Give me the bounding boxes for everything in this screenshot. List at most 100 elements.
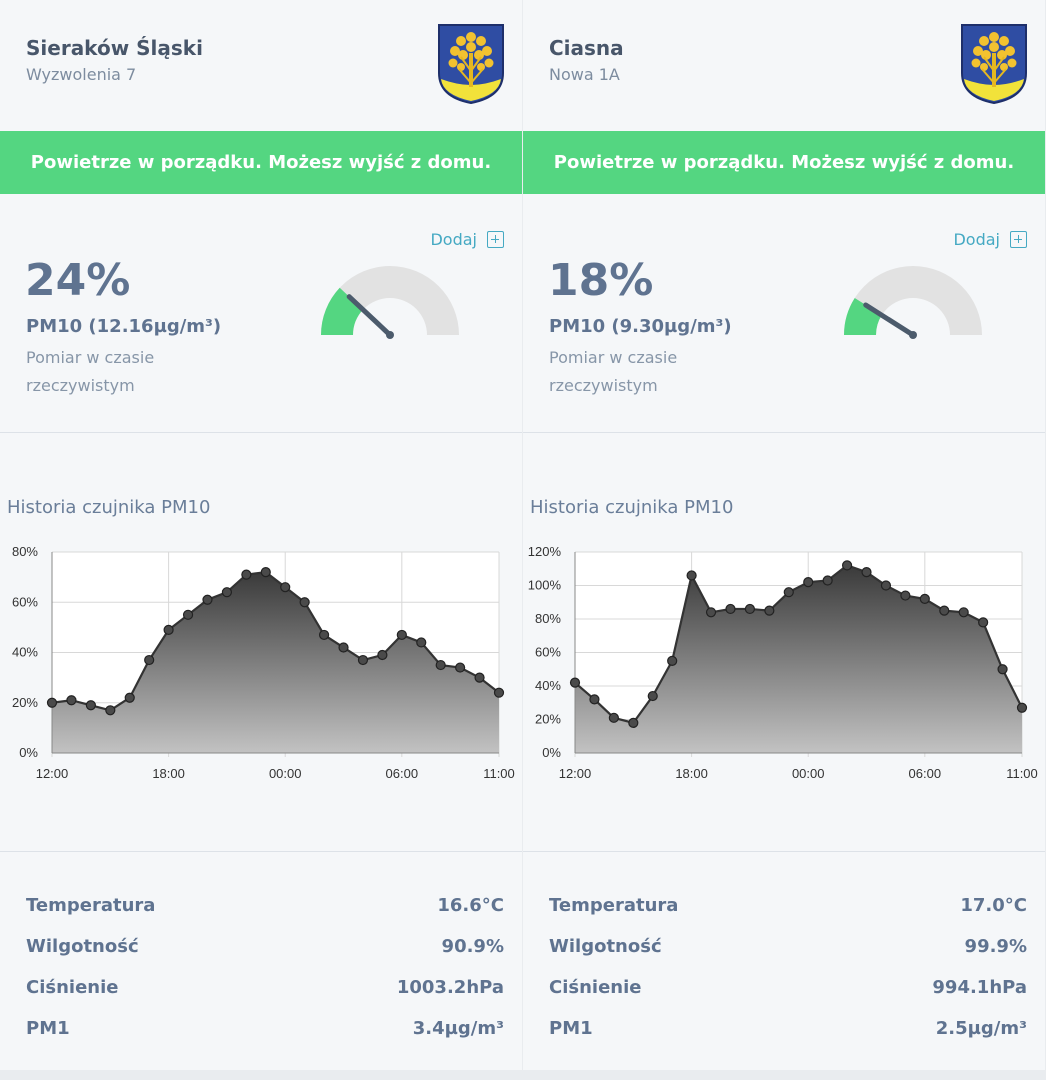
add-label[interactable]: Dodaj — [430, 230, 477, 249]
pm-value: PM10 (9.30µg/m³) — [549, 316, 732, 337]
station-header: Sieraków Śląski Wyzwolenia 7 — [0, 0, 522, 130]
divider — [0, 432, 522, 433]
gauge-needle — [863, 302, 916, 338]
data-point[interactable] — [377, 649, 388, 661]
plus-square-icon[interactable] — [1010, 231, 1027, 248]
data-point[interactable] — [628, 717, 639, 728]
pm10-history-chart: 0% 20% 40% 60% 80% 12:00 18:00 00:00 06:00 11:00 — [12, 544, 515, 781]
data-point[interactable] — [299, 597, 310, 608]
add-button[interactable]: Dodaj — [953, 230, 1027, 249]
data-point[interactable] — [997, 664, 1008, 675]
data-point[interactable] — [1016, 702, 1028, 713]
data-point[interactable] — [357, 654, 369, 666]
area-fill — [52, 572, 499, 753]
data-point[interactable] — [589, 694, 600, 705]
data-point[interactable] — [841, 560, 853, 571]
station-name: Ciasna — [549, 36, 624, 60]
data-point[interactable] — [396, 629, 407, 641]
stat-row-temperature: Temperatura 16.6°C — [26, 885, 504, 926]
plus-square-icon[interactable] — [487, 231, 504, 248]
stat-value: 99.9% — [964, 936, 1027, 957]
area-fill — [575, 565, 1022, 753]
data-point[interactable] — [919, 593, 930, 605]
data-point[interactable] — [744, 603, 756, 615]
measurement-note: Pomiar w czasie rzeczywistym — [26, 348, 155, 395]
data-point[interactable] — [647, 690, 658, 702]
data-point[interactable] — [163, 624, 174, 635]
data-point[interactable] — [66, 695, 77, 706]
card-bottom-edge — [523, 1070, 1045, 1080]
data-point[interactable] — [182, 609, 194, 620]
data-point[interactable] — [280, 582, 291, 593]
data-point[interactable] — [861, 566, 872, 578]
stat-row-humidity: Wilgotność 99.9% — [549, 926, 1027, 967]
station-card: Ciasna Nowa 1A Powietrze w porządku. Moż… — [523, 0, 1045, 1080]
data-point[interactable] — [435, 659, 446, 671]
data-point[interactable] — [686, 570, 697, 581]
data-point[interactable] — [705, 607, 717, 618]
stats-list: Temperatura 16.6°C Wilgotność 90.9% Ciśn… — [26, 885, 504, 1049]
stat-label: Wilgotność — [549, 936, 662, 957]
y-tick-label: 100% — [528, 578, 562, 593]
stat-row-humidity: Wilgotność 90.9% — [26, 926, 504, 967]
data-point[interactable] — [474, 672, 485, 683]
data-point[interactable] — [105, 705, 116, 716]
pm-gauge — [321, 266, 459, 339]
data-point[interactable] — [803, 577, 814, 588]
stat-label: Temperatura — [26, 895, 156, 916]
data-point[interactable] — [124, 692, 135, 703]
data-point[interactable] — [493, 687, 505, 698]
data-point[interactable] — [260, 566, 271, 578]
x-tick-label: 00:00 — [269, 766, 302, 781]
y-tick-label: 60% — [12, 594, 38, 609]
gauge-fill — [321, 287, 364, 335]
data-point[interactable] — [958, 607, 969, 618]
data-point[interactable] — [822, 575, 833, 586]
add-button[interactable]: Dodaj — [430, 230, 504, 249]
gauge-fill — [844, 298, 882, 335]
stat-row-pm1: PM1 2.5µg/m³ — [549, 1008, 1027, 1049]
data-point[interactable] — [880, 580, 892, 591]
data-point[interactable] — [978, 617, 989, 628]
x-tick-label: 00:00 — [792, 766, 825, 781]
y-tick-label: 40% — [12, 645, 38, 660]
y-tick-label: 20% — [12, 695, 38, 710]
x-tick-label: 12:00 — [559, 766, 592, 781]
data-point[interactable] — [783, 587, 794, 598]
gauge-needle-hub — [909, 331, 917, 339]
data-point[interactable] — [725, 603, 736, 615]
data-point[interactable] — [764, 605, 775, 616]
y-tick-label: 20% — [535, 712, 561, 727]
history-title: Historia czujnika PM10 — [7, 497, 211, 518]
stat-label: Wilgotność — [26, 936, 139, 957]
stat-value: 16.6°C — [437, 895, 504, 916]
data-point[interactable] — [416, 637, 427, 648]
data-point[interactable] — [46, 697, 58, 708]
data-point[interactable] — [455, 662, 466, 673]
y-tick-label: 40% — [535, 678, 561, 693]
data-point[interactable] — [900, 590, 911, 601]
x-tick-label: 06:00 — [909, 766, 942, 781]
data-point[interactable] — [202, 594, 213, 605]
data-point[interactable] — [221, 587, 233, 598]
stat-row-temperature: Temperatura 17.0°C — [549, 885, 1027, 926]
stat-label: Ciśnienie — [549, 977, 642, 998]
data-point[interactable] — [608, 712, 619, 723]
data-point[interactable] — [667, 655, 678, 666]
stats-list: Temperatura 17.0°C Wilgotność 99.9% Ciśn… — [549, 885, 1027, 1049]
stat-label: Temperatura — [549, 895, 679, 916]
coat-of-arms-icon — [961, 24, 1027, 105]
data-point[interactable] — [318, 629, 330, 641]
station-address: Wyzwolenia 7 — [26, 65, 137, 84]
data-point[interactable] — [144, 654, 155, 666]
stat-label: PM1 — [26, 1018, 70, 1039]
data-point[interactable] — [241, 569, 252, 580]
add-label[interactable]: Dodaj — [953, 230, 1000, 249]
data-point[interactable] — [338, 642, 349, 653]
stat-value: 2.5µg/m³ — [935, 1018, 1027, 1039]
coat-of-arms-icon — [438, 24, 504, 105]
data-point[interactable] — [939, 605, 950, 616]
data-point[interactable] — [85, 700, 96, 711]
gauge-needle — [346, 294, 393, 338]
data-point[interactable] — [569, 677, 581, 688]
